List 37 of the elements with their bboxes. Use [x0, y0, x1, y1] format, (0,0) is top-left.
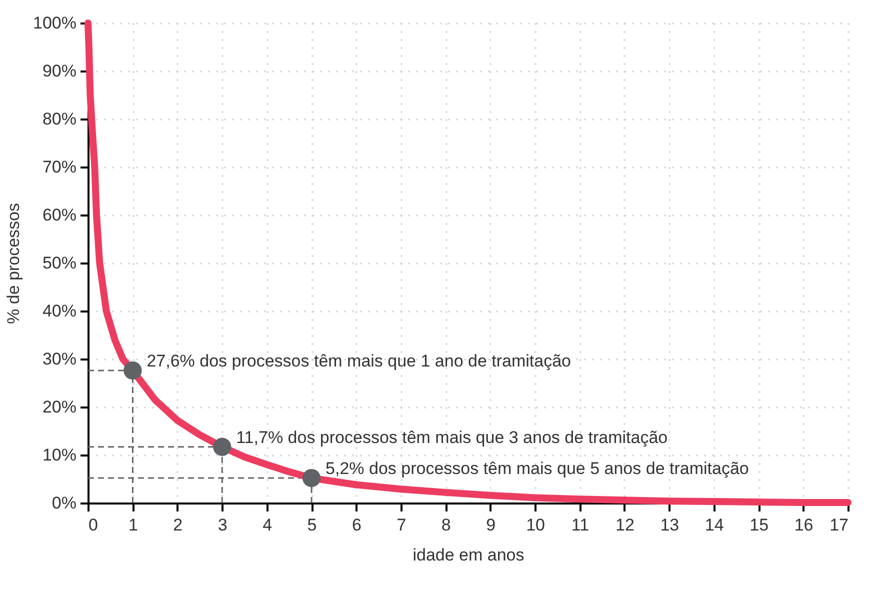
x-tick-label: 4 — [262, 516, 272, 534]
y-tick-label: 80% — [42, 110, 76, 128]
x-tick-label: 11 — [571, 516, 590, 534]
y-tick-label: 50% — [42, 254, 76, 272]
x-tick-label: 7 — [396, 516, 406, 534]
x-tick-label: 10 — [526, 516, 546, 534]
x-axis-title: idade em anos — [412, 546, 524, 564]
y-tick-label: 90% — [42, 62, 76, 80]
y-tick-label: 100% — [33, 14, 76, 32]
y-tick-label: 70% — [42, 158, 76, 176]
annotation: 5,2% dos processos têm mais que 5 anos de tramitação — [326, 459, 749, 478]
annotation: 11,7% dos processos têm mais que 3 anos de tramitação — [236, 428, 668, 447]
x-tick-label: 15 — [750, 516, 769, 534]
point — [302, 468, 321, 488]
x-tick-label: 1 — [128, 516, 138, 534]
y-tick-label: 60% — [42, 206, 76, 224]
y-tick-label: 0% — [52, 494, 76, 512]
y-tick-label: 10% — [42, 446, 76, 464]
y-tick-label: 30% — [42, 350, 76, 368]
point — [124, 361, 142, 380]
y-axis-title: % de processos — [4, 203, 24, 324]
x-tick-label: 9 — [486, 516, 496, 534]
x-tick-label: 0 — [88, 516, 98, 534]
y-tick-label: 40% — [42, 302, 76, 320]
x-tick-label: 17 — [830, 516, 848, 534]
x-tick-label: 16 — [794, 516, 814, 534]
x-tick-label: 14 — [704, 516, 724, 534]
x-tick-label: 12 — [616, 516, 634, 534]
x-tick-label: 3 — [218, 516, 228, 534]
point — [213, 438, 232, 456]
y-tick-label: 20% — [42, 398, 76, 416]
x-tick-label: 6 — [352, 516, 362, 534]
x-tick-label: 2 — [173, 516, 183, 534]
annotation: 27,6% dos processos têm mais que 1 ano de tramitação — [146, 352, 572, 371]
x-tick-label: 5 — [307, 516, 317, 534]
x-tick-label: 13 — [660, 516, 680, 534]
x-tick-label: 8 — [441, 516, 451, 534]
